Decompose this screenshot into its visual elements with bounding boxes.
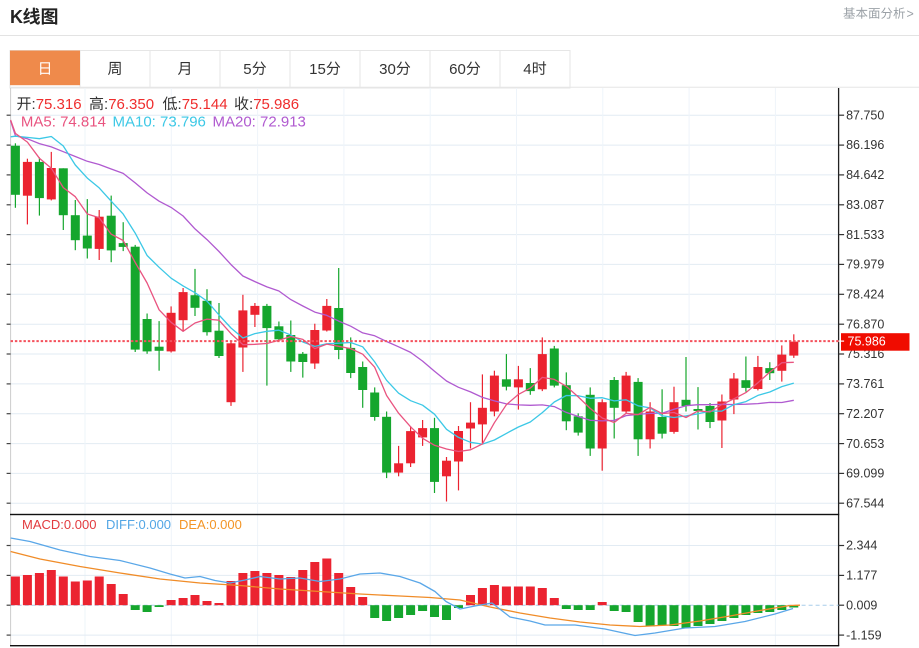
svg-text:15: 15 — [309, 61, 326, 78]
svg-text::: : — [32, 96, 36, 113]
svg-text:0.009: 0.009 — [846, 598, 877, 612]
svg-text:-1.159: -1.159 — [846, 628, 881, 642]
svg-text:2.344: 2.344 — [846, 539, 877, 553]
svg-text:76.870: 76.870 — [846, 317, 884, 331]
svg-text:81.533: 81.533 — [846, 228, 884, 242]
svg-text:70.653: 70.653 — [846, 437, 884, 451]
svg-text:5: 5 — [243, 61, 251, 78]
svg-text::: : — [178, 96, 182, 113]
svg-text:DIFF:0.000: DIFF:0.000 — [106, 517, 171, 532]
svg-text:73.761: 73.761 — [846, 377, 884, 391]
svg-text:75.986: 75.986 — [253, 96, 299, 113]
svg-text::: : — [104, 96, 108, 113]
svg-text:1.177: 1.177 — [846, 569, 877, 583]
svg-text:86.196: 86.196 — [846, 138, 884, 152]
svg-text:75.316: 75.316 — [36, 96, 82, 113]
svg-text:76.350: 76.350 — [108, 96, 154, 113]
svg-text:DEA:0.000: DEA:0.000 — [179, 517, 242, 532]
svg-text:78.424: 78.424 — [846, 288, 884, 302]
svg-text:75.986: 75.986 — [848, 335, 886, 349]
svg-text:79.979: 79.979 — [846, 258, 884, 272]
svg-text:30: 30 — [379, 61, 396, 78]
svg-text:MACD:0.000: MACD:0.000 — [22, 517, 96, 532]
svg-text:60: 60 — [449, 61, 466, 78]
svg-text:84.642: 84.642 — [846, 168, 884, 182]
svg-text:4: 4 — [523, 61, 531, 78]
svg-text:MA20: 72.913: MA20: 72.913 — [213, 114, 306, 131]
svg-text:72.207: 72.207 — [846, 407, 884, 421]
svg-text:75.144: 75.144 — [182, 96, 228, 113]
svg-text:87.750: 87.750 — [846, 108, 884, 122]
svg-text:>: > — [907, 7, 914, 21]
svg-text:K: K — [10, 7, 23, 27]
svg-text:67.544: 67.544 — [846, 496, 884, 510]
svg-text::: : — [249, 96, 253, 113]
svg-text:69.099: 69.099 — [846, 467, 884, 481]
svg-text:MA10: 73.796: MA10: 73.796 — [113, 114, 206, 131]
svg-text:MA5: 74.814: MA5: 74.814 — [21, 114, 106, 131]
svg-text:83.087: 83.087 — [846, 198, 884, 212]
